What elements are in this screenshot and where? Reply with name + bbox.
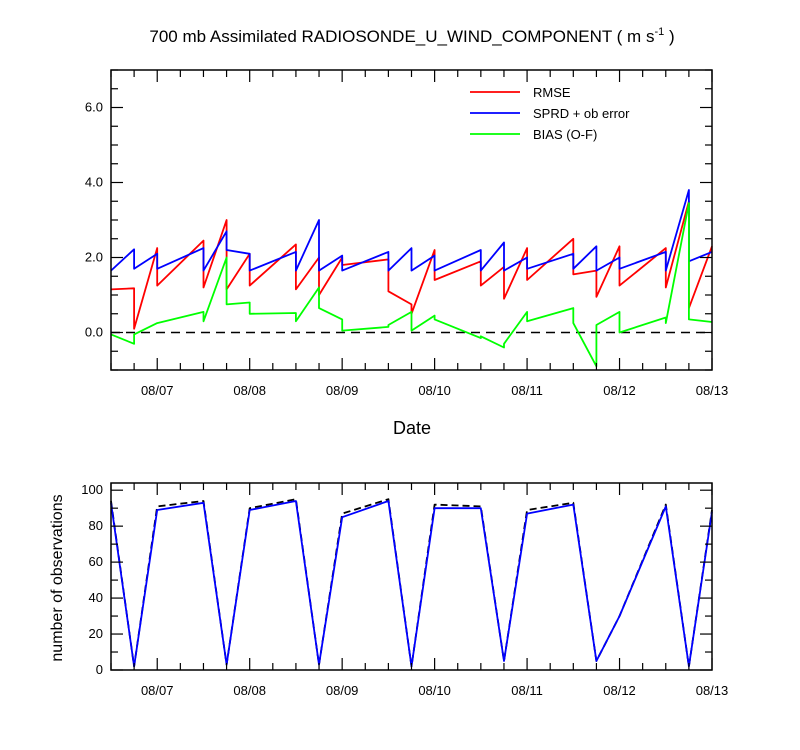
y-tick-label: 80 xyxy=(89,518,103,533)
y-tick-label: 40 xyxy=(89,590,103,605)
x-tick-label: 08/11 xyxy=(511,383,543,398)
x-tick-label: 08/13 xyxy=(696,683,729,698)
x-tick-label: 08/09 xyxy=(326,383,359,398)
y-tick-label: 20 xyxy=(89,626,103,641)
series-line-obs-used xyxy=(110,500,713,668)
bottom-series-group xyxy=(110,498,713,668)
y-tick-label: 6.0 xyxy=(85,100,103,115)
y-tick-label: 4.0 xyxy=(85,175,103,190)
x-tick-label: 08/07 xyxy=(141,383,174,398)
y-tick-label: 60 xyxy=(89,554,103,569)
x-tick-label: 08/08 xyxy=(233,383,266,398)
x-tick-label: 08/08 xyxy=(233,683,266,698)
y-tick-label: 0 xyxy=(96,662,103,677)
top-panel: 08/07 08/08 08/09 08/10 08/11 08/12 08/13 0.0 2.… xyxy=(85,69,729,438)
legend-label-bias: BIAS (O-F) xyxy=(533,127,597,142)
x-tick-label: 08/11 xyxy=(511,683,543,698)
y-tick-label: 100 xyxy=(81,482,103,497)
bottom-plot-frame xyxy=(110,482,713,671)
chart-title: 700 mb Assimilated RADIOSONDE_U_WIND_COM… xyxy=(149,26,674,46)
y-tick-label: 0.0 xyxy=(85,325,103,340)
bottom-panel: 08/07 08/08 08/09 08/10 08/11 08/12 08/13 0 20 40… xyxy=(49,482,728,698)
x-tick-label: 08/13 xyxy=(696,383,729,398)
top-series-group xyxy=(110,189,713,368)
bottom-ticks-group: 08/07 08/08 08/09 08/10 08/11 08/12 08/13 0 20 40… xyxy=(81,482,728,698)
x-tick-label: 08/10 xyxy=(418,683,451,698)
legend-label-sprd: SPRD + ob error xyxy=(533,106,630,121)
series-line-bias-o-f xyxy=(110,202,713,368)
legend-label-rmse: RMSE xyxy=(533,85,571,100)
x-tick-label: 08/12 xyxy=(603,683,636,698)
bottom-y-axis-title: number of observations xyxy=(49,494,66,661)
top-x-axis-title: Date xyxy=(393,418,431,438)
x-tick-label: 08/07 xyxy=(141,683,174,698)
series-line-obs-possible xyxy=(110,498,713,668)
legend: RMSE SPRD + ob error BIAS (O-F) xyxy=(470,85,630,142)
x-tick-label: 08/10 xyxy=(418,383,451,398)
x-tick-label: 08/09 xyxy=(326,683,359,698)
x-tick-label: 08/12 xyxy=(603,383,636,398)
top-ticks-group: 08/07 08/08 08/09 08/10 08/11 08/12 08/13 0.0 2.… xyxy=(85,69,729,398)
series-line-rmse xyxy=(110,200,713,330)
series-line-sprd-ob-error xyxy=(110,189,713,272)
y-tick-label: 2.0 xyxy=(85,250,103,265)
